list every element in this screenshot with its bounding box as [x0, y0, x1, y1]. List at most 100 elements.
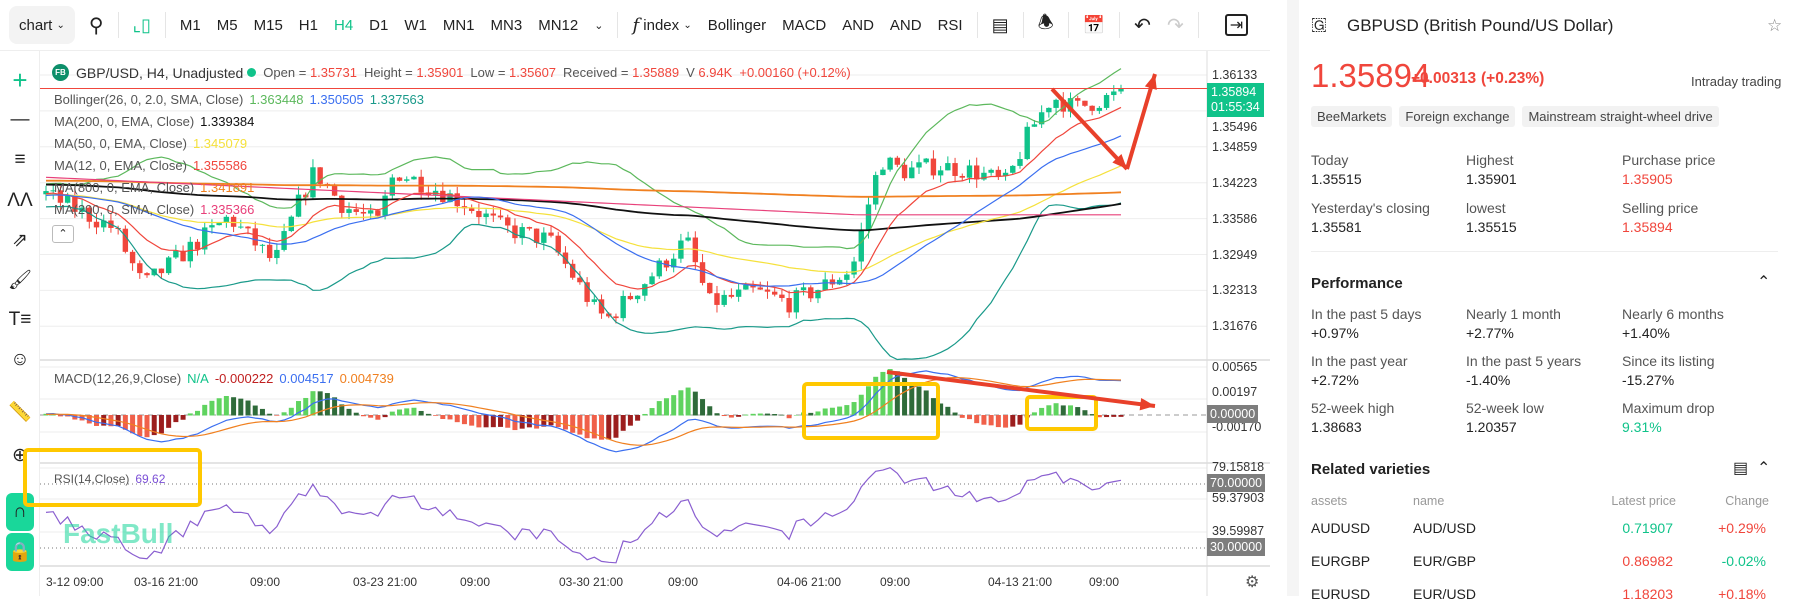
timeframe-mn12[interactable]: MN12: [538, 16, 579, 34]
timeframe-h1[interactable]: H1: [298, 16, 318, 34]
search-icon[interactable]: ⚲: [88, 14, 104, 37]
indicator-value: 1.335366: [200, 202, 255, 217]
indicator-bollinger[interactable]: Bollinger: [707, 16, 767, 34]
candle-body: [64, 195, 71, 203]
macd-histogram-bar: [1031, 412, 1037, 416]
annotation-arrow: [1050, 87, 1129, 171]
tag-broker[interactable]: BeeMarkets: [1311, 106, 1393, 127]
timeframe-m15[interactable]: M15: [253, 16, 283, 34]
timeframe-mn1[interactable]: MN1: [442, 16, 475, 34]
more-timeframes-chevron-icon[interactable]: ⌄: [594, 19, 604, 32]
text-tool-icon[interactable]: T≡: [8, 309, 32, 330]
related-name: EUR/USD: [1413, 586, 1477, 602]
lock-drawing-icon[interactable]: 🔒: [6, 533, 34, 571]
zigzag-pattern-icon[interactable]: ΛΛ: [7, 190, 33, 211]
macd-histogram-bar: [1111, 415, 1117, 417]
stat-label: Purchase price: [1622, 152, 1716, 168]
indicator-and-1[interactable]: AND: [842, 16, 874, 34]
performance-value: +0.97%: [1311, 325, 1359, 341]
timeframe-m5[interactable]: M5: [216, 16, 238, 34]
candle-body: [793, 290, 800, 313]
favorite-star-icon[interactable]: ☆: [1767, 16, 1783, 35]
timeframe-mn3[interactable]: MN3: [490, 16, 523, 34]
candle-body: [180, 250, 186, 262]
timeframe-d1[interactable]: D1: [369, 16, 389, 34]
macd-na: N/A: [187, 371, 209, 386]
candle-body: [310, 167, 316, 198]
ema50-line: [45, 165, 1122, 274]
divider: [164, 12, 166, 38]
macd-histogram-bar: [180, 415, 186, 420]
chart-settings-gear-icon[interactable]: ⚙: [1245, 574, 1260, 591]
macd-histogram-bar: [534, 415, 540, 429]
magnet-icon[interactable]: ∩: [6, 493, 34, 531]
parallel-lines-icon[interactable]: ≡: [14, 149, 26, 170]
bollinger-lower-line: [45, 202, 1122, 361]
crosshair-icon[interactable]: +: [12, 64, 28, 95]
indicator-and-2[interactable]: AND: [889, 16, 922, 34]
calendar-icon[interactable]: 📅: [1082, 14, 1106, 35]
indicator-value: 1.355586: [192, 158, 248, 173]
related-change: +0.29%: [1718, 520, 1766, 536]
redo-icon[interactable]: ↷: [1166, 14, 1184, 37]
macd-histogram-bar: [425, 413, 431, 416]
macd-histogram-bar: [447, 415, 453, 420]
emoji-icon[interactable]: ☺: [10, 349, 30, 370]
macd-histogram-bar: [822, 408, 828, 416]
alert-bell-icon[interactable]: 🕭: [1037, 12, 1054, 32]
indicator-rsi[interactable]: RSI: [937, 16, 963, 34]
related-change: -0.02%: [1721, 553, 1766, 569]
related-collapse-chevron-icon[interactable]: ⌃: [1757, 460, 1771, 477]
brush-icon[interactable]: 🖌: [7, 270, 33, 291]
macd-histogram-bar: [43, 413, 49, 416]
collapse-legend-chevron-up-icon[interactable]: ⌃: [52, 225, 74, 243]
trend-line-icon[interactable]: ⇗: [12, 229, 28, 251]
tag-type[interactable]: Mainstream straight-wheel drive: [1522, 106, 1719, 127]
macd-histogram-bar: [505, 415, 511, 428]
candle-body: [670, 258, 677, 268]
timeframe-h4[interactable]: H4: [333, 16, 354, 34]
undo-icon[interactable]: ↶: [1134, 14, 1151, 37]
candle-body: [930, 158, 937, 176]
macd-histogram-bar: [685, 387, 691, 416]
price-chart[interactable]: [0, 0, 1287, 596]
collapse-panel-icon[interactable]: ⇥: [1224, 14, 1249, 36]
time-axis-label: 09:00: [460, 575, 491, 589]
chart-type-dropdown[interactable]: chart ⌄: [9, 6, 75, 44]
candle-body: [966, 165, 973, 178]
timeframe-m1[interactable]: M1: [179, 16, 201, 34]
related-row[interactable]: EURUSD EUR/USD 1.18203 +0.18%: [1299, 586, 1791, 616]
related-name: AUD/USD: [1413, 520, 1477, 536]
macd-histogram-bar: [1046, 405, 1052, 416]
annotation-highlight-box: [802, 382, 940, 440]
candle-body: [1024, 126, 1030, 160]
macd-histogram-bar: [880, 371, 886, 416]
macd-histogram-bar: [930, 398, 936, 416]
timeframe-w1[interactable]: W1: [404, 16, 427, 34]
related-list-icon[interactable]: ▤: [1733, 460, 1749, 477]
candle-body: [1111, 91, 1117, 96]
candle-body: [627, 295, 634, 300]
candlestick-icon[interactable]: ⌞▯: [132, 14, 151, 35]
divider: [976, 12, 978, 38]
related-row[interactable]: EURGBP EUR/GBP 0.86982 -0.02%: [1299, 553, 1791, 583]
indicator-name: MA(50, 0, EMA, Close): [54, 136, 187, 151]
performance-collapse-chevron-icon[interactable]: ⌃: [1757, 274, 1771, 291]
indicator-menu[interactable]: f index ⌄: [624, 8, 699, 42]
candle-body: [158, 268, 165, 274]
horizontal-line-icon[interactable]: —: [10, 109, 30, 130]
tag-category[interactable]: Foreign exchange: [1399, 106, 1516, 127]
indicator-macd[interactable]: MACD: [782, 16, 827, 34]
close-label: Received =: [563, 65, 629, 80]
related-row[interactable]: AUDUSD AUD/USD 0.71907 +0.29%: [1299, 520, 1791, 550]
macd-histogram-bar: [656, 401, 662, 416]
macd-histogram-bar: [158, 415, 164, 434]
macd-histogram-bar: [108, 415, 114, 427]
candle-body: [923, 158, 929, 163]
candle-body: [714, 293, 720, 305]
ruler-icon[interactable]: 📏: [8, 402, 32, 423]
candle-body: [1075, 98, 1081, 101]
layout-icon[interactable]: ▤: [991, 14, 1009, 35]
price-axis-label: 1.35496: [1212, 120, 1258, 134]
rsi-line: [45, 467, 1122, 564]
